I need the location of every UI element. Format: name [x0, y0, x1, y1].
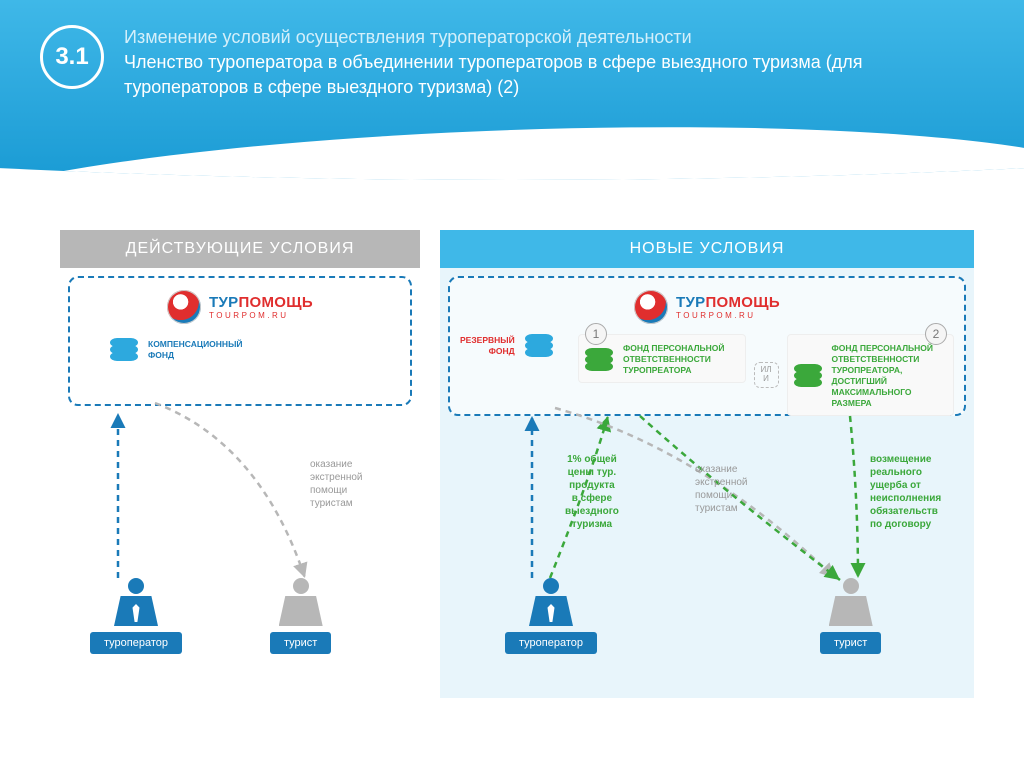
- panel-current-conditions: ДЕЙСТВУЮЩИЕ УСЛОВИЯ ТУРПОМОЩЬ TOURPOM.RU…: [60, 230, 420, 737]
- panel-right-title: НОВЫЕ УСЛОВИЯ: [440, 230, 974, 268]
- panel-new-conditions: НОВЫЕ УСЛОВИЯ ТУРПОМОЩЬ TOURPOM.RU РЕЗЕР…: [440, 230, 974, 737]
- diagram-area: ДЕЙСТВУЮЩИЕ УСЛОВИЯ ТУРПОМОЩЬ TOURPOM.RU…: [60, 230, 974, 737]
- left-org-box: ТУРПОМОЩЬ TOURPOM.RU КОМПЕНСАЦИОННЫЙ ФОН…: [68, 276, 412, 406]
- right-operator: туроператор: [505, 578, 597, 654]
- header-line1: Изменение условий осуществления туропера…: [124, 25, 984, 50]
- caption-percent: 1% общей цены тур. продукта в сфере выез…: [565, 453, 619, 531]
- tourpom-logo-icon: [167, 290, 201, 324]
- logo-tour: ТУР: [209, 294, 238, 311]
- compensation-fund-label: КОМПЕНСАЦИОННЫЙ ФОНД: [148, 339, 243, 361]
- logo-tour: ТУР: [676, 294, 705, 311]
- right-org-box: ТУРПОМОЩЬ TOURPOM.RU РЕЗЕРВНЫЙ ФОНД 1: [448, 276, 966, 416]
- reserve-fund-icon: [525, 334, 553, 358]
- logo-sub: TOURPOM.RU: [209, 312, 313, 320]
- left-tourist-label: турист: [270, 632, 331, 654]
- caption-help: оказание экстренной помощи туристам: [695, 463, 748, 515]
- fund1-label: ФОНД ПЕРСОНАЛЬНОЙ ОТВЕТСТВЕННОСТИ ТУРОПР…: [623, 343, 725, 376]
- reserve-fund-label: РЕЗЕРВНЫЙ ФОНД: [460, 335, 515, 357]
- fund1-icon: [585, 348, 613, 372]
- logo-pom: ПОМОЩЬ: [238, 294, 312, 311]
- operator-icon: [529, 578, 573, 626]
- tourpom-logo-icon: [634, 290, 668, 324]
- circle-1: 1: [585, 323, 607, 345]
- panel-left-title: ДЕЙСТВУЮЩИЕ УСЛОВИЯ: [60, 230, 420, 268]
- left-operator-label: туроператор: [90, 632, 182, 654]
- right-tourist-label: турист: [820, 632, 881, 654]
- slide-header: 3.1 Изменение условий осуществления туро…: [40, 25, 984, 101]
- fund2-icon: [794, 364, 822, 388]
- tourist-icon: [829, 578, 873, 626]
- logo-sub: TOURPOM.RU: [676, 312, 780, 320]
- caption-damage: возмещение реального ущерба от неисполне…: [870, 453, 941, 531]
- operator-icon: [114, 578, 158, 626]
- compensation-fund-icon: [110, 338, 138, 362]
- tourpom-logo: ТУРПОМОЩЬ TOURPOM.RU: [460, 290, 954, 324]
- fund2-label: ФОНД ПЕРСОНАЛЬНОЙ ОТВЕТСТВЕННОСТИ ТУРОПР…: [832, 343, 934, 409]
- logo-pom: ПОМОЩЬ: [705, 294, 779, 311]
- or-label: ИЛ И: [754, 362, 779, 388]
- circle-2: 2: [925, 323, 947, 345]
- right-operator-label: туроператор: [505, 632, 597, 654]
- left-tourist: турист: [270, 578, 331, 654]
- header-line2: Членство туроператора в объединении туро…: [124, 50, 984, 100]
- tourist-icon: [279, 578, 323, 626]
- right-tourist: турист: [820, 578, 881, 654]
- tourpom-logo: ТУРПОМОЩЬ TOURPOM.RU: [80, 290, 400, 324]
- left-operator: туроператор: [90, 578, 182, 654]
- section-badge: 3.1: [40, 25, 104, 89]
- left-help-caption: оказание экстренной помощи туристам: [310, 458, 363, 510]
